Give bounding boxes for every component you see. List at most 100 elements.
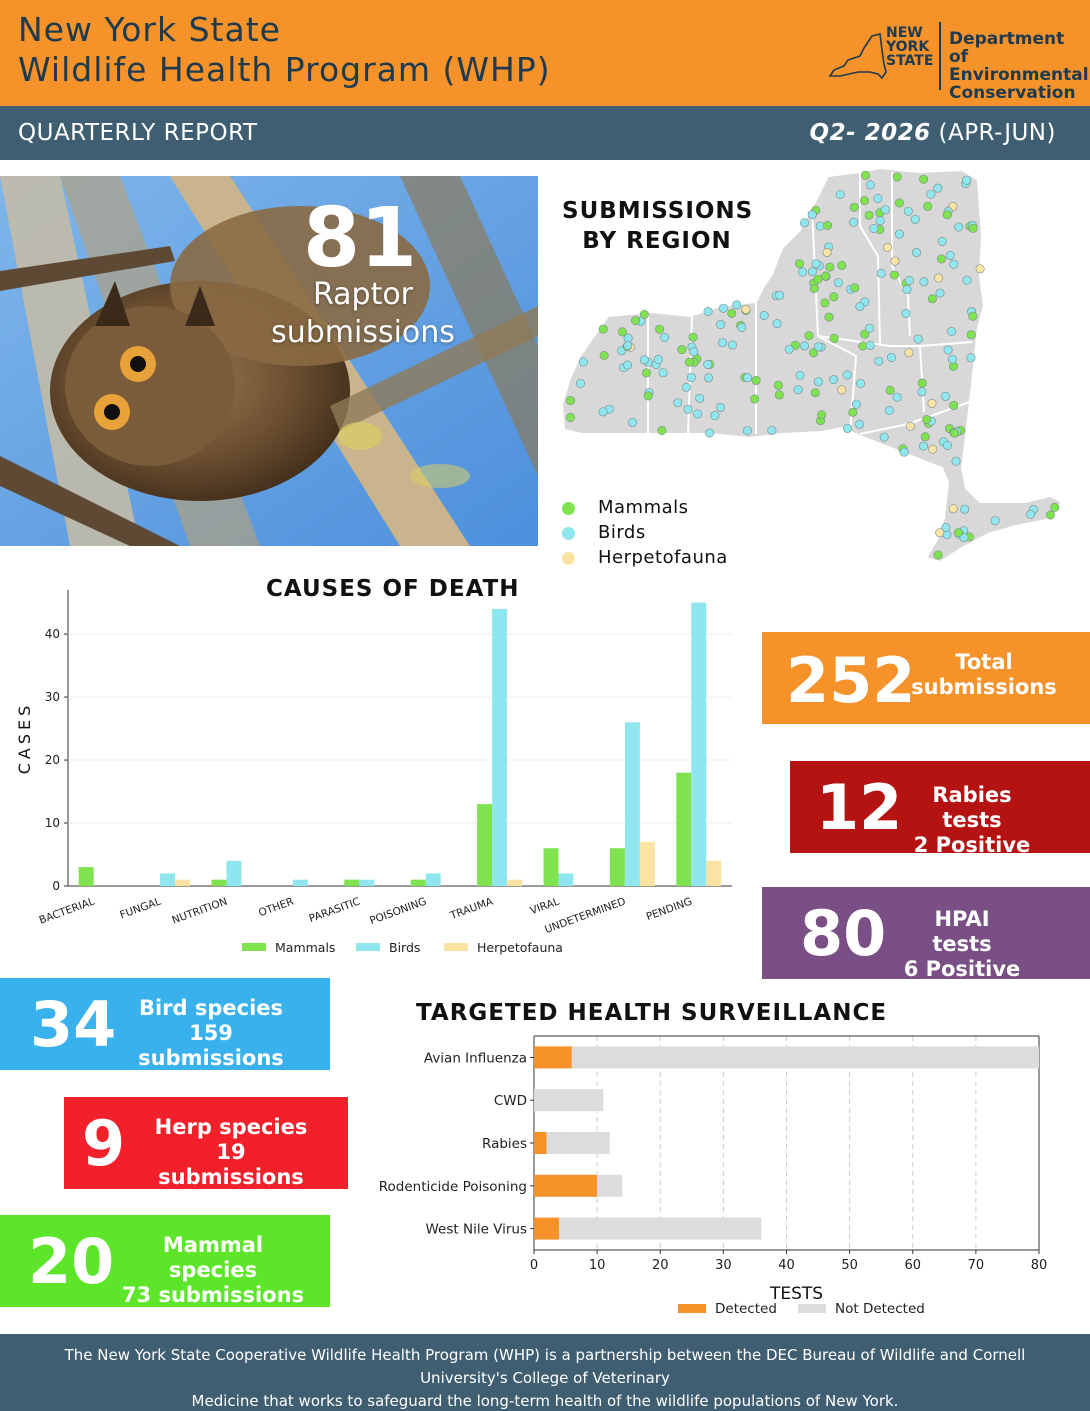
map-dot	[918, 441, 928, 451]
map-dot	[945, 250, 955, 260]
map-dot	[889, 270, 899, 280]
map-dot	[793, 385, 803, 395]
map-dot	[962, 275, 972, 285]
legend-label: Herpetofauna	[477, 940, 563, 955]
owl-image	[0, 176, 538, 546]
map-dot	[642, 368, 652, 378]
x-tick-label: 30	[715, 1258, 732, 1273]
map-dot	[855, 419, 865, 429]
rabies-tests-number: 12	[816, 771, 903, 844]
map-dot	[860, 329, 870, 339]
x-tick-label: BACTERIAL	[38, 895, 97, 926]
total-submissions-number: 252	[786, 644, 916, 717]
bar	[691, 602, 707, 886]
x-tick-label: POISONING	[368, 896, 428, 928]
map-dot	[683, 404, 693, 414]
raptor-label-line: Raptor	[312, 277, 414, 312]
map-dot	[677, 345, 687, 355]
bird-species-label: Bird species 159 submissions	[120, 996, 302, 1071]
map-dot	[953, 528, 963, 538]
map-dot	[689, 347, 699, 357]
map-dot	[905, 421, 915, 431]
map-dot	[950, 428, 960, 438]
header-banner: New York State Wildlife Health Program (…	[0, 0, 1090, 106]
map-dot	[850, 283, 860, 293]
nys-dec-logo: NEW YORK STATE Department of Environment…	[828, 20, 1089, 102]
x-axis-title: TESTS	[769, 1284, 823, 1304]
stat-label-line: Herp species	[154, 1115, 308, 1139]
map-dot	[814, 342, 824, 352]
map-dot	[960, 504, 970, 514]
y-tick-label: 20	[45, 753, 60, 767]
map-dot	[809, 348, 819, 358]
x-tick-label: 70	[968, 1258, 985, 1273]
bar	[706, 860, 722, 886]
map-dot	[716, 402, 726, 412]
map-dot	[718, 338, 728, 348]
footer: The New York State Cooperative Wildlife …	[0, 1334, 1090, 1411]
bar	[507, 879, 523, 886]
map-dot	[598, 407, 608, 417]
legend-swatch	[242, 943, 266, 951]
map-dots	[566, 170, 1060, 560]
map-dot	[837, 261, 847, 271]
map-dot	[927, 398, 937, 408]
x-tick-label: NUTRITION	[170, 896, 229, 927]
legend-label: Birds	[598, 522, 646, 543]
map-dot	[727, 308, 737, 318]
bar	[624, 722, 640, 886]
y-tick-label: Avian Influenza	[424, 1050, 527, 1066]
x-tick-label: 20	[652, 1258, 669, 1273]
map-dot	[822, 247, 832, 257]
bar	[559, 1217, 762, 1240]
map-dot	[876, 268, 886, 278]
bar	[477, 804, 493, 886]
map-dot	[829, 292, 839, 302]
hpai-tests-label: HPAI tests 6 Positive	[902, 907, 1022, 982]
map-dot	[884, 406, 894, 416]
bar	[175, 879, 191, 886]
map-dot	[904, 276, 914, 286]
map-dot	[947, 327, 957, 337]
x-tick-label: OTHER	[257, 896, 295, 920]
map-dot	[1050, 502, 1060, 512]
map-dot	[773, 380, 783, 390]
map-dot	[695, 393, 705, 403]
x-tick-label: PENDING	[645, 896, 694, 924]
map-dot	[865, 340, 875, 350]
map-dot	[919, 174, 929, 184]
bar	[534, 1046, 572, 1069]
map-dot	[728, 340, 738, 350]
bar	[78, 867, 94, 886]
herp-species-box: 9 Herp species 19 submissions	[64, 1097, 348, 1189]
y-tick-label: West Nile Virus	[425, 1222, 527, 1238]
logo-state-word: NEW	[886, 25, 923, 41]
map-dot	[804, 331, 814, 341]
legend-label: Mammals	[275, 940, 335, 955]
map-dot	[1026, 509, 1036, 519]
map-dot	[742, 426, 752, 436]
stat-label-line: Total	[955, 650, 1013, 674]
logo-department-text: Department of Environmental Conservation	[949, 30, 1089, 102]
map-dot	[865, 323, 875, 333]
logo-state-text: NEW YORK STATE	[886, 26, 933, 68]
map-dot	[598, 324, 608, 334]
stat-label-line: 159 submissions	[138, 1021, 284, 1070]
map-dot	[842, 370, 852, 380]
map-dot	[759, 311, 769, 321]
map-dot	[743, 373, 753, 383]
map-dot	[681, 382, 691, 392]
map-dot	[686, 373, 696, 383]
map-dot	[848, 407, 858, 417]
map-dot	[880, 205, 890, 215]
stat-label-line: 2 Positive	[913, 833, 1031, 857]
map-dot	[968, 311, 978, 321]
map-dot	[923, 201, 933, 211]
report-type: QUARTERLY REPORT	[18, 120, 258, 146]
map-dot	[657, 425, 667, 435]
map-dot	[784, 344, 794, 354]
mammal-species-label: Mammal species 73 submissions	[120, 1233, 306, 1308]
map-dot	[849, 202, 859, 212]
map-dot	[813, 377, 823, 387]
map-dot	[911, 248, 921, 258]
